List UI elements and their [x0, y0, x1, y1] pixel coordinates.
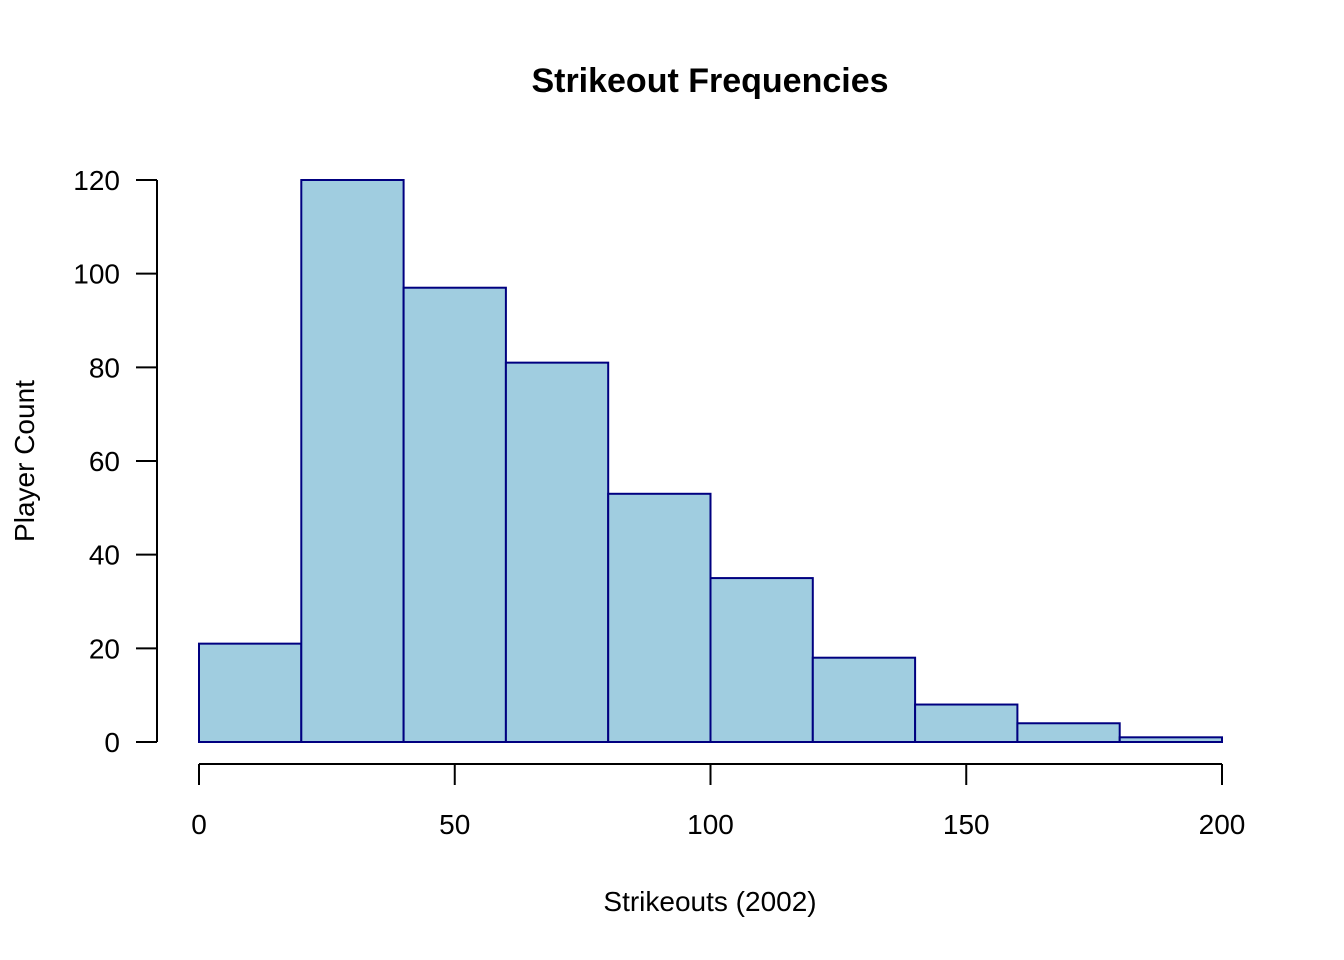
x-tick-label-100: 100	[687, 809, 734, 840]
y-axis: 0 20 40 60 80 100 120	[73, 165, 158, 758]
histogram-bar-8	[1016, 722, 1121, 743]
y-tick-label-0: 0	[104, 727, 120, 758]
y-tick-label-20: 20	[89, 633, 120, 664]
y-tick-label-40: 40	[89, 540, 120, 571]
chart-title: Strikeout Frequencies	[531, 62, 888, 100]
histogram-bar-2	[402, 286, 507, 743]
x-axis-label: Strikeouts (2002)	[603, 886, 816, 917]
x-tick-label-200: 200	[1199, 809, 1246, 840]
histogram-bar-6	[811, 656, 917, 744]
histogram-bar-3	[504, 361, 610, 743]
x-tick-label-50: 50	[439, 809, 470, 840]
x-tick-label-0: 0	[191, 809, 207, 840]
y-axis-label: Player Count	[9, 380, 40, 542]
y-tick-label-60: 60	[89, 446, 120, 477]
histogram-bar-7	[914, 703, 1019, 743]
x-axis: 0 50 100 150 200	[191, 763, 1246, 840]
histogram-bar-1	[300, 179, 405, 743]
bars-group	[198, 179, 1223, 744]
histogram-bar-0	[198, 642, 303, 744]
y-tick-label-100: 100	[73, 259, 120, 290]
x-tick-label-150: 150	[943, 809, 990, 840]
y-tick-label-80: 80	[89, 352, 120, 383]
histogram-bar-4	[607, 492, 712, 743]
histogram-bar-5	[709, 577, 814, 743]
y-tick-label-120: 120	[73, 165, 120, 196]
histogram-bar-9	[1118, 736, 1223, 743]
